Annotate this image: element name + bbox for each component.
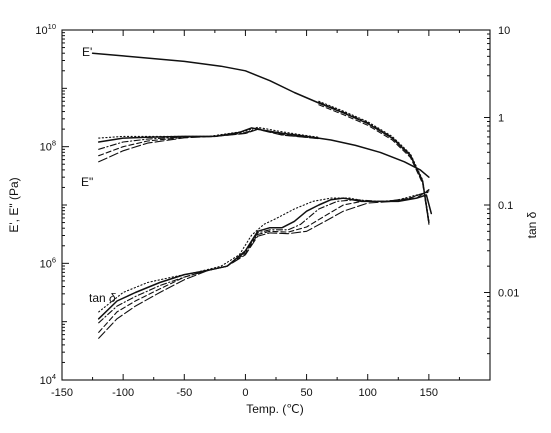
tick-base: 10 xyxy=(40,258,52,270)
series-line-E2-specimen-3 xyxy=(98,127,320,150)
y-right-tick-label: 1 xyxy=(498,113,504,125)
x-axis-ticks: -150 -100 -50 0 50 100 150 xyxy=(51,30,460,399)
series-line-E2-specimen-2 xyxy=(98,126,320,139)
tick-base: 10 xyxy=(40,375,52,387)
tick-exponent: 10 xyxy=(48,22,56,31)
series-label-tan-delta: tan δ xyxy=(89,291,116,305)
x-tick-label: -100 xyxy=(112,387,134,399)
series-line-tan-specimen-3 xyxy=(98,191,427,324)
y-left-axis-label: E', E" (Pa) xyxy=(7,177,21,232)
y-right-tick-label: 10 xyxy=(498,25,510,37)
x-tick-label: 50 xyxy=(300,387,312,399)
tick-base: 10 xyxy=(35,25,47,37)
x-tick-label: 0 xyxy=(242,387,248,399)
series-line-E1 xyxy=(91,52,430,224)
x-tick-label: -50 xyxy=(176,387,192,399)
y-right-axis-label: tan δ xyxy=(525,211,539,238)
chart-curves xyxy=(91,52,433,339)
tick-exponent: 6 xyxy=(52,255,56,264)
series-line-tan xyxy=(97,194,433,320)
series-line-E2 xyxy=(97,127,430,178)
x-tick-label: -150 xyxy=(51,387,73,399)
series-label-e-double-prime: E" xyxy=(81,175,93,189)
y-left-tick-label: 108 xyxy=(40,139,56,154)
y-right-tick-label: 0.1 xyxy=(498,200,513,212)
y-left-tick-label: 104 xyxy=(40,372,56,387)
x-tick-label: 100 xyxy=(359,387,377,399)
series-line-E1-specimen-2 xyxy=(318,100,430,222)
y-left-tick-label: 1010 xyxy=(35,22,56,37)
tick-exponent: 4 xyxy=(52,372,56,381)
series-line-tan-specimen-2 xyxy=(98,191,430,313)
y-left-tick-label: 106 xyxy=(40,255,56,270)
tick-exponent: 8 xyxy=(52,139,56,148)
y-right-tick-label: 0.01 xyxy=(498,288,519,300)
y-right-axis-ticks: 0.01 0.1 1 10 xyxy=(484,25,519,381)
series-line-tan-specimen-5 xyxy=(98,189,430,339)
x-tick-label: 150 xyxy=(420,387,438,399)
tick-base: 10 xyxy=(40,142,52,154)
series-line-E2-specimen-5 xyxy=(98,128,320,163)
series-label-e-prime: E' xyxy=(82,45,92,59)
x-axis-label: Temp. (℃) xyxy=(246,402,303,416)
series-line-E1-specimen-3 xyxy=(318,104,430,225)
series-line-tan-specimen-4 xyxy=(98,190,430,333)
series-line-E1-specimen-4 xyxy=(318,101,430,223)
